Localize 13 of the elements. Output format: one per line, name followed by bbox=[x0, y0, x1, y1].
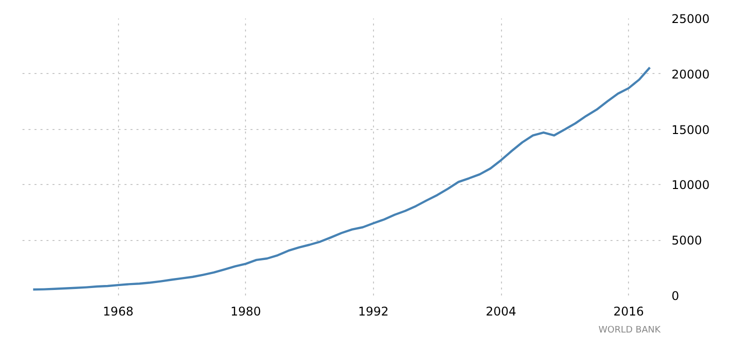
line-series bbox=[32, 66, 651, 291]
x-tick-label: 1968 bbox=[102, 304, 134, 318]
y-tick-label: 10000 bbox=[672, 178, 710, 192]
x-tick-label: 2016 bbox=[613, 304, 644, 318]
y-tick-label: 25000 bbox=[672, 12, 710, 26]
x-tick-label: 2004 bbox=[486, 304, 516, 318]
text: WORLD BANK bbox=[598, 326, 662, 336]
y-tick-label: 5000 bbox=[672, 234, 702, 248]
y-tick-label: 15000 bbox=[672, 122, 710, 137]
y-tick-label: 0 bbox=[672, 289, 680, 303]
x-tick-label: 1992 bbox=[358, 304, 389, 318]
x-tick-label: 1980 bbox=[230, 304, 262, 318]
y-tick-label: 20000 bbox=[672, 67, 710, 82]
